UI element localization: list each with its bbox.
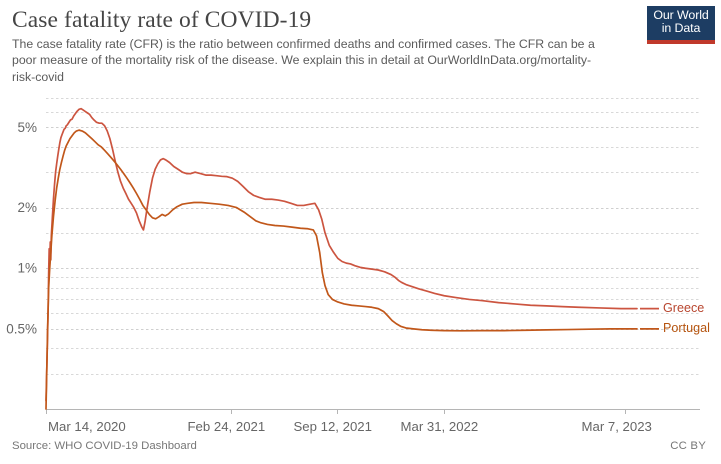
x-axis-tick-label: Mar 31, 2022 [401, 419, 479, 434]
axis-group [46, 409, 700, 414]
chart-subtitle: The case fatality rate (CFR) is the rati… [12, 37, 595, 84]
owid-logo[interactable]: Our World in Data [647, 6, 715, 44]
y-axis-tick-label: 0.5% [6, 321, 37, 336]
y-axis-labels: 0.5% 1% 2% 5% [6, 120, 37, 336]
source-text: Source: WHO COVID-19 Dashboard [12, 440, 197, 452]
series-line-greece [45, 107, 638, 402]
x-axis-tick-label: Feb 24, 2021 [188, 419, 266, 434]
series-labels[interactable]: Greece Portugal [640, 301, 710, 335]
series-line-portugal [45, 129, 638, 410]
x-axis-tick-label: Mar 14, 2020 [48, 419, 126, 434]
gridlines-group [46, 98, 700, 375]
chart-header: Case fatality rate of COVID-19 The case … [12, 6, 632, 85]
license-text[interactable]: CC BY [670, 440, 706, 452]
x-axis-tick-label: Sep 12, 2021 [294, 419, 372, 434]
owid-logo-line2: in Data [661, 21, 701, 36]
series-label-portugal[interactable]: Portugal [663, 321, 710, 335]
plot-area[interactable]: 0.5% 1% 2% 5% Mar 14, 2020 Feb 24, 2021 Sep 1… [0, 84, 721, 434]
y-axis-tick-label: 1% [17, 261, 37, 276]
y-axis-tick-label: 2% [17, 200, 37, 215]
page-title: Case fatality rate of COVID-19 [12, 7, 312, 33]
x-axis-labels: Mar 14, 2020 Feb 24, 2021 Sep 12, 2021 Mar … [48, 419, 652, 434]
x-axis-tick-label: Mar 7, 2023 [582, 419, 652, 434]
owid-logo-line1: Our World [653, 8, 709, 22]
line-chart-svg[interactable]: 0.5% 1% 2% 5% Mar 14, 2020 Feb 24, 2021 Sep 1… [0, 84, 721, 434]
series-group [45, 107, 638, 410]
y-axis-tick-label: 5% [17, 120, 37, 135]
series-label-greece[interactable]: Greece [663, 301, 704, 315]
chart-footer: Source: WHO COVID-19 Dashboard CC BY [12, 440, 712, 456]
